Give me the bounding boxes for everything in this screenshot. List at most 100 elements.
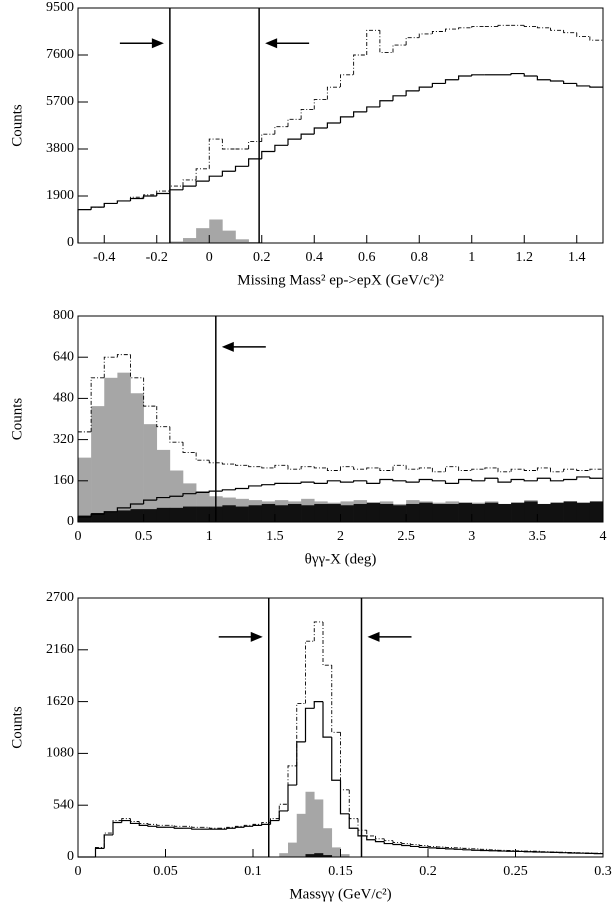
histogram-step [471,468,485,471]
y-axis-label: Counts [9,104,25,147]
histogram-step [116,200,131,204]
histogram-bar [340,505,354,522]
histogram-step [331,665,341,733]
histogram-step [261,484,275,486]
histogram-step [405,480,420,483]
histogram-step [270,818,280,823]
histogram-step [90,206,105,210]
histogram-step [248,141,262,149]
histogram-step [261,150,275,159]
x-tick-label: 0.5 [135,529,153,544]
plot-frame [77,7,604,244]
histogram-bar [156,449,171,522]
histogram-step [129,820,140,825]
histogram-step [392,840,402,844]
x-tick-label: 3 [468,529,475,544]
histogram-step [274,482,288,485]
histogram-step [130,818,140,822]
histogram-bar [331,847,341,857]
histogram-bar [279,853,289,857]
histogram-bar [327,503,341,522]
histogram-bar [305,791,315,857]
histogram-step [339,480,354,483]
histogram-bar [498,503,512,522]
histogram-step [357,818,367,831]
histogram-step [523,469,538,471]
x-tick-label: 0.3 [594,864,612,879]
histogram-step [103,832,113,848]
histogram-step [510,72,525,75]
y-axis-label: Counts [9,706,25,749]
histogram-step [340,466,354,471]
histogram-bar [314,853,324,857]
histogram-step [234,165,249,172]
histogram-step [418,33,433,38]
histogram-step [269,819,280,825]
histogram-step [116,507,131,512]
x-axis-label: Missing Mass² ep->epX (GeV/c²)² [237,272,444,288]
histogram-step [379,467,393,471]
histogram-step [234,487,249,490]
histogram-step [366,106,380,112]
histogram-bar [288,842,298,857]
histogram-bar [419,502,433,522]
histogram-step [226,827,236,830]
y-tick-label: 160 [53,473,74,488]
y-tick-label: 1080 [46,746,74,761]
histogram-step [418,86,433,91]
histogram-step [392,843,402,846]
arrow-head [221,341,234,352]
histogram-step [549,478,564,482]
histogram-step [339,116,354,124]
histogram-step [366,480,380,484]
histogram-bar [314,799,324,857]
histogram-step [143,499,157,504]
histogram-step [322,621,332,666]
histogram-bar [458,502,473,522]
histogram-step [589,85,603,88]
histogram-step [287,465,302,470]
histogram-step [563,478,577,481]
histogram-step [510,478,525,483]
histogram-bar [91,406,105,522]
histogram-step [444,79,459,84]
histogram-step [274,464,288,468]
histogram-step [287,118,302,127]
histogram-bar [261,503,276,522]
histogram-step [169,189,183,194]
arrow-head [265,38,278,49]
histogram-step [383,838,393,842]
histogram-step [195,491,210,494]
histogram-step [550,467,564,473]
histogram-step [94,847,105,857]
histogram-bar [222,505,236,522]
histogram-step [405,90,420,96]
histogram-step [374,839,385,843]
histogram-step [287,765,297,805]
histogram-step [536,76,551,81]
histogram-step [95,846,105,857]
histogram-step [138,823,148,826]
x-tick-label: 0.05 [153,864,178,879]
histogram-step [173,827,183,829]
x-tick-label: 1 [206,529,213,544]
histogram-step [576,476,590,480]
y-tick-label: 5700 [46,94,74,109]
histogram-step [353,466,367,470]
histogram-step [138,821,148,824]
histogram-bar [379,503,394,522]
histogram-step [156,406,170,428]
histogram-step [156,824,166,826]
y-tick-label: 9500 [46,0,74,15]
histogram-bar [130,393,144,522]
histogram-bar [274,505,289,522]
histogram-step [379,478,393,484]
histogram-bar [340,854,350,857]
y-tick-label: 3800 [46,141,74,156]
y-tick-label: 480 [53,391,74,406]
histogram-step [353,111,367,117]
histogram-step [191,828,201,830]
histogram-step [248,465,262,468]
histogram-bar [248,505,263,522]
histogram-step [90,377,105,432]
